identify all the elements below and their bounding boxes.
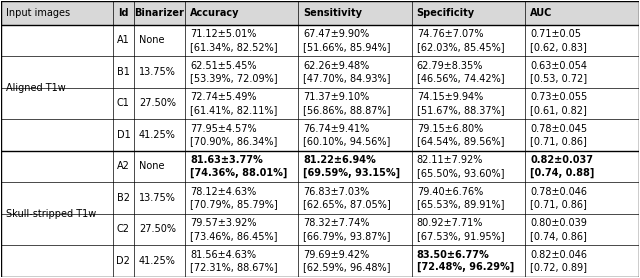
Text: [72.48%, 96.29%]: [72.48%, 96.29%]	[417, 262, 514, 272]
Bar	[1, 1, 639, 25]
Text: 62.26±9.48%: 62.26±9.48%	[303, 61, 369, 71]
Text: 78.32±7.74%: 78.32±7.74%	[303, 218, 370, 228]
Text: 0.78±0.045: 0.78±0.045	[530, 124, 588, 134]
Text: 78.12±4.63%: 78.12±4.63%	[190, 187, 256, 197]
Text: 82.11±7.92%: 82.11±7.92%	[417, 155, 483, 165]
Text: C2: C2	[117, 224, 130, 234]
Text: 41.25%: 41.25%	[139, 130, 176, 140]
Text: Sensitivity: Sensitivity	[303, 8, 362, 18]
Text: 0.82±0.046: 0.82±0.046	[530, 250, 587, 260]
Text: 81.22±6.94%: 81.22±6.94%	[303, 155, 376, 165]
Text: [0.53, 0.72]: [0.53, 0.72]	[530, 73, 588, 83]
Text: [0.62, 0.83]: [0.62, 0.83]	[530, 42, 587, 52]
Text: [66.79%, 93.87%]: [66.79%, 93.87%]	[303, 231, 391, 241]
Text: [51.66%, 85.94%]: [51.66%, 85.94%]	[303, 42, 391, 52]
Text: C1: C1	[117, 98, 130, 108]
Text: 0.71±0.05: 0.71±0.05	[530, 29, 581, 39]
Text: 0.63±0.054: 0.63±0.054	[530, 61, 587, 71]
Text: 0.78±0.046: 0.78±0.046	[530, 187, 587, 197]
Text: Specificity: Specificity	[417, 8, 475, 18]
Text: [72.31%, 88.67%]: [72.31%, 88.67%]	[190, 262, 278, 272]
Text: None: None	[139, 162, 164, 171]
Text: [46.56%, 74.42%]: [46.56%, 74.42%]	[417, 73, 504, 83]
Text: [56.86%, 88.87%]: [56.86%, 88.87%]	[303, 105, 391, 115]
Text: A1: A1	[117, 35, 130, 45]
Text: [62.59%, 96.48%]: [62.59%, 96.48%]	[303, 262, 391, 272]
Text: D1: D1	[116, 130, 131, 140]
Text: 76.83±7.03%: 76.83±7.03%	[303, 187, 369, 197]
Text: Input images: Input images	[6, 8, 70, 18]
Text: [65.50%, 93.60%]: [65.50%, 93.60%]	[417, 168, 504, 178]
Text: [47.70%, 84.93%]: [47.70%, 84.93%]	[303, 73, 391, 83]
Text: [67.53%, 91.95%]: [67.53%, 91.95%]	[417, 231, 504, 241]
Text: D2: D2	[116, 256, 131, 266]
Text: [73.46%, 86.45%]: [73.46%, 86.45%]	[190, 231, 277, 241]
Text: 62.79±8.35%: 62.79±8.35%	[417, 61, 483, 71]
Text: 76.74±9.41%: 76.74±9.41%	[303, 124, 369, 134]
Text: [70.79%, 85.79%]: [70.79%, 85.79%]	[190, 199, 278, 209]
Text: 72.74±5.49%: 72.74±5.49%	[190, 92, 257, 102]
Text: 13.75%: 13.75%	[139, 193, 176, 203]
Text: 0.80±0.039: 0.80±0.039	[530, 218, 587, 228]
Text: 81.56±4.63%: 81.56±4.63%	[190, 250, 256, 260]
Text: 80.92±7.71%: 80.92±7.71%	[417, 218, 483, 228]
Text: B2: B2	[117, 193, 130, 203]
Text: [62.03%, 85.45%]: [62.03%, 85.45%]	[417, 42, 504, 52]
Text: 81.63±3.77%: 81.63±3.77%	[190, 155, 262, 165]
Text: 83.50±6.77%: 83.50±6.77%	[417, 250, 490, 260]
Text: 74.15±9.94%: 74.15±9.94%	[417, 92, 483, 102]
Text: [74.36%, 88.01%]: [74.36%, 88.01%]	[190, 168, 287, 178]
Text: 13.75%: 13.75%	[139, 67, 176, 77]
Text: AUC: AUC	[530, 8, 552, 18]
Text: [61.41%, 82.11%]: [61.41%, 82.11%]	[190, 105, 277, 115]
Text: [53.39%, 72.09%]: [53.39%, 72.09%]	[190, 73, 278, 83]
Text: [0.74, 0.86]: [0.74, 0.86]	[530, 231, 587, 241]
Text: 79.57±3.92%: 79.57±3.92%	[190, 218, 257, 228]
Text: [69.59%, 93.15%]: [69.59%, 93.15%]	[303, 168, 401, 178]
Text: 41.25%: 41.25%	[139, 256, 176, 266]
Text: Binarizer: Binarizer	[134, 8, 184, 18]
Text: 77.95±4.57%: 77.95±4.57%	[190, 124, 257, 134]
Text: [0.72, 0.89]: [0.72, 0.89]	[530, 262, 587, 272]
Text: [61.34%, 82.52%]: [61.34%, 82.52%]	[190, 42, 278, 52]
Text: 27.50%: 27.50%	[139, 224, 176, 234]
Text: 79.40±6.76%: 79.40±6.76%	[417, 187, 483, 197]
Text: Skull-stripped T1w: Skull-stripped T1w	[6, 208, 97, 219]
Text: 79.69±9.42%: 79.69±9.42%	[303, 250, 369, 260]
Text: None: None	[139, 35, 164, 45]
Text: [0.61, 0.82]: [0.61, 0.82]	[530, 105, 587, 115]
Text: A2: A2	[117, 162, 130, 171]
Text: B1: B1	[117, 67, 130, 77]
Text: Id: Id	[118, 8, 129, 18]
Text: 0.73±0.055: 0.73±0.055	[530, 92, 588, 102]
Text: 71.12±5.01%: 71.12±5.01%	[190, 29, 256, 39]
Text: 67.47±9.90%: 67.47±9.90%	[303, 29, 369, 39]
Text: 27.50%: 27.50%	[139, 98, 176, 108]
Text: [64.54%, 89.56%]: [64.54%, 89.56%]	[417, 136, 504, 146]
Text: [0.71, 0.86]: [0.71, 0.86]	[530, 136, 587, 146]
Text: Aligned T1w: Aligned T1w	[6, 83, 66, 93]
Text: 71.37±9.10%: 71.37±9.10%	[303, 92, 369, 102]
Text: 79.15±6.80%: 79.15±6.80%	[417, 124, 483, 134]
Text: [65.53%, 89.91%]: [65.53%, 89.91%]	[417, 199, 504, 209]
Text: [51.67%, 88.37%]: [51.67%, 88.37%]	[417, 105, 504, 115]
Text: 0.82±0.037: 0.82±0.037	[530, 155, 593, 165]
Text: Accuracy: Accuracy	[190, 8, 239, 18]
Text: 62.51±5.45%: 62.51±5.45%	[190, 61, 257, 71]
Text: [62.65%, 87.05%]: [62.65%, 87.05%]	[303, 199, 391, 209]
Text: [70.90%, 86.34%]: [70.90%, 86.34%]	[190, 136, 277, 146]
Text: [60.10%, 94.56%]: [60.10%, 94.56%]	[303, 136, 390, 146]
Text: 74.76±7.07%: 74.76±7.07%	[417, 29, 483, 39]
Text: [0.74, 0.88]: [0.74, 0.88]	[530, 168, 595, 178]
Text: [0.71, 0.86]: [0.71, 0.86]	[530, 199, 587, 209]
